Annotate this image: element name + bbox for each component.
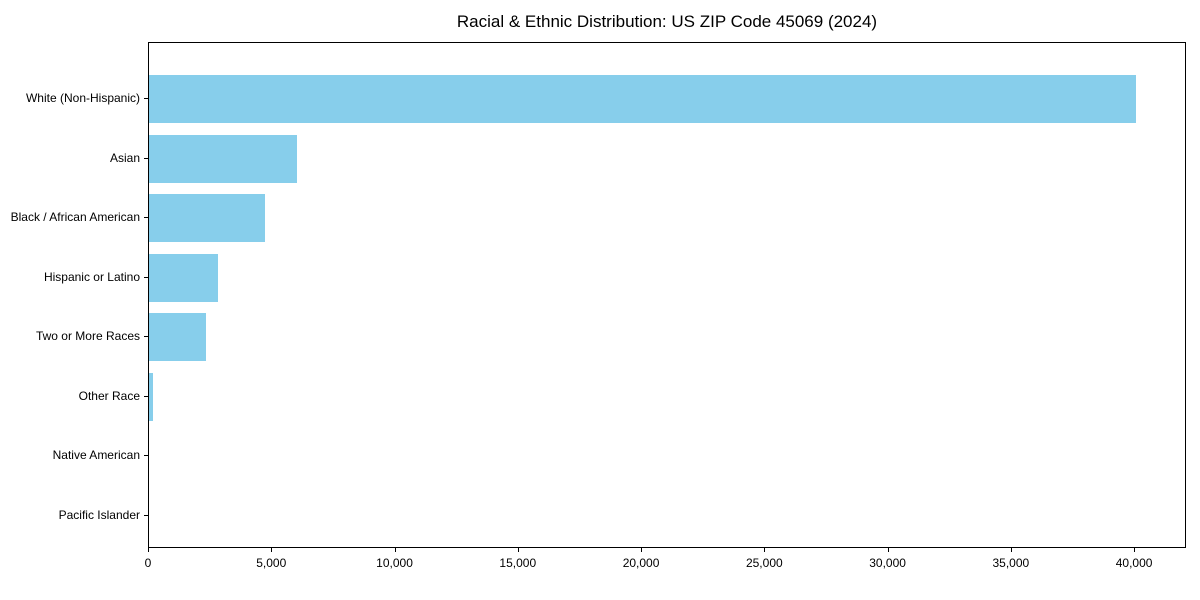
bar-black-african-american — [149, 194, 265, 242]
y-tick-pacific-islander — [144, 514, 148, 516]
x-tick-0 — [148, 548, 149, 552]
y-axis-label-hispanic-or-latino: Hispanic or Latino — [43, 269, 140, 284]
x-tick-5000 — [271, 548, 273, 552]
bar-asian — [149, 134, 297, 183]
y-axis-label-two-or-more-races: Two or More Races — [35, 329, 140, 343]
x-axis-label-30000: 30,000 — [869, 556, 906, 570]
x-axis-label-10000: 10,000 — [376, 556, 413, 570]
bar-other-race — [149, 372, 154, 421]
bar-hispanic-or-latino — [149, 253, 218, 302]
y-tick-two-or-more-races — [144, 336, 148, 337]
x-tick-25000 — [764, 548, 766, 552]
bar-two-or-more-races — [149, 313, 206, 361]
plot-area — [148, 42, 1186, 548]
y-tick-other-race — [144, 395, 148, 397]
x-tick-15000 — [517, 548, 519, 552]
y-tick-white-non-hispanic — [144, 98, 148, 99]
x-axis-label-40000: 40,000 — [1115, 556, 1153, 570]
y-axis-label-black-african-american: Black / African American — [10, 210, 140, 224]
y-axis-label-white-non-hispanic: White (Non-Hispanic) — [25, 91, 140, 105]
x-tick-20000 — [641, 548, 643, 552]
y-axis-label-asian: Asian — [109, 150, 140, 165]
y-tick-native-american — [144, 455, 148, 456]
x-axis-label-20000: 20,000 — [622, 556, 660, 570]
y-tick-black-african-american — [144, 217, 148, 218]
y-tick-asian — [144, 157, 148, 159]
x-axis-label-15000: 15,000 — [499, 556, 537, 570]
chart-title: Racial & Ethnic Distribution: US ZIP Cod… — [456, 12, 878, 31]
y-axis-label-pacific-islander: Pacific Islander — [58, 507, 140, 522]
x-tick-10000 — [394, 548, 396, 552]
bar-white-non-hispanic — [149, 75, 1136, 123]
x-axis-label-35000: 35,000 — [992, 556, 1030, 570]
x-axis-label-5000: 5,000 — [256, 556, 287, 570]
x-tick-35000 — [1010, 548, 1012, 552]
y-axis-label-native-american: Native American — [52, 448, 140, 462]
x-tick-40000 — [1134, 548, 1136, 552]
x-axis-label-0: 0 — [144, 556, 152, 570]
x-tick-30000 — [887, 548, 889, 552]
y-axis-label-other-race: Other Race — [78, 388, 140, 403]
x-axis-label-25000: 25,000 — [745, 556, 783, 570]
y-tick-hispanic-or-latino — [144, 276, 148, 278]
